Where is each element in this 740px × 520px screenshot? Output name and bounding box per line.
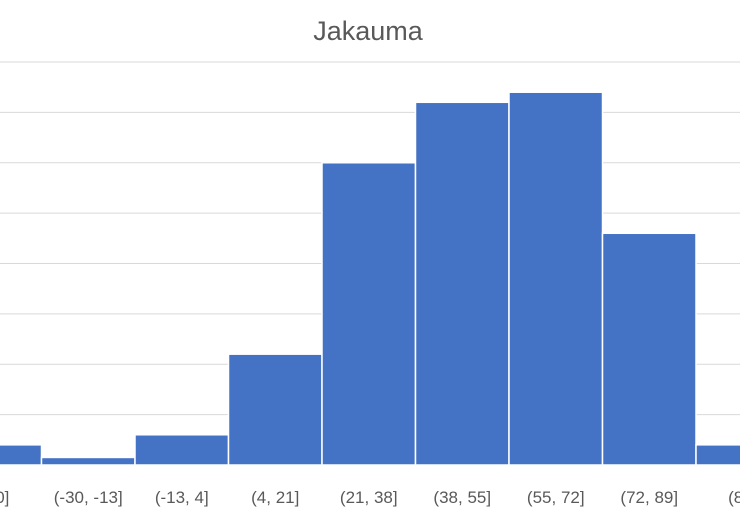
histogram-bar [227,353,323,466]
x-tick-label: (-13, 4] [155,488,209,507]
histogram-bar [414,101,510,466]
histogram-bar [321,162,417,466]
histogram-bar [134,434,230,466]
histogram-bar [508,91,604,466]
histogram-bar [0,444,43,466]
x-tick-label: -30] [0,488,9,507]
x-tick-label: (4, 21] [251,488,299,507]
x-tick-label: (55, 72] [527,488,585,507]
chart-title: Jakauma [313,16,424,46]
x-tick-label: (21, 38] [340,488,398,507]
x-tick-labels: -30] (-30, -13] (-13, 4] (4, 21] (21, 38] (38… [0,488,740,507]
histogram-bar [601,232,697,466]
bars [0,91,740,466]
x-tick-label: (38, 55] [433,488,491,507]
histogram-bar [40,456,136,466]
x-tick-label: (-30, -13] [54,488,123,507]
x-tick-label: (72, 89] [620,488,678,507]
histogram-bar [695,444,740,466]
x-tick-label: (89, [728,488,740,507]
